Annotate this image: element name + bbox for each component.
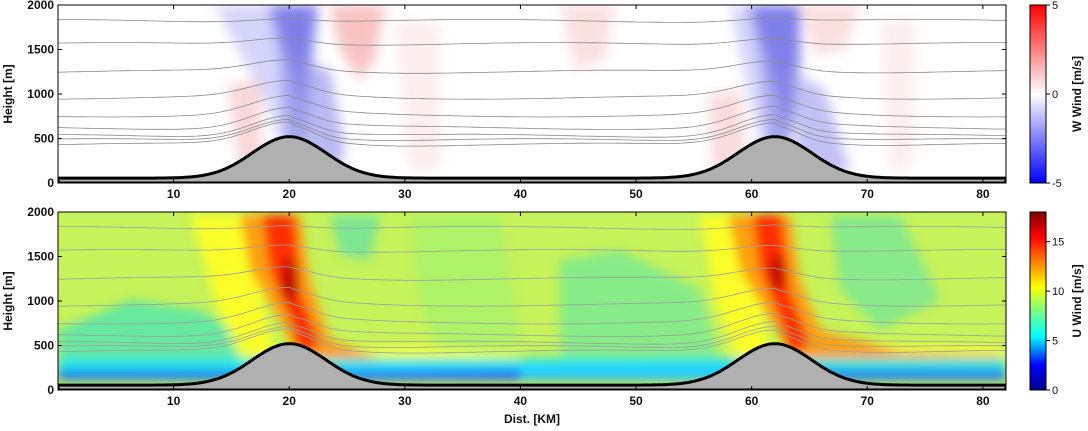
- w-plot-background: [58, 5, 1006, 183]
- u-xtick-label: 10: [167, 394, 181, 408]
- u-band-teal-4: [330, 215, 380, 260]
- w-xtick-label: 50: [629, 187, 643, 201]
- w-isentrope-line: [58, 114, 1006, 138]
- u-ytick-label: 1500: [27, 250, 54, 264]
- w-isentrope-line: [58, 118, 1006, 141]
- u-isentrope-line: [58, 286, 1006, 307]
- u-field: [58, 215, 1006, 390]
- w-isentrope-line: [58, 94, 1006, 118]
- u-surface-blue-valley: [330, 370, 520, 380]
- u-colorbar-tick-label: 15: [1052, 237, 1064, 249]
- w-colorbar-gradient: [1029, 4, 1047, 184]
- u-axis-ticks: 10 20 30 40 50 60 70 80 0 500 1000 1500 2000: [27, 205, 1006, 408]
- w-ytick-label: 500: [34, 132, 54, 146]
- w-downdraft-2-halo: [730, 5, 795, 178]
- u-isentrope-line: [58, 244, 1006, 253]
- u-xtick-label: 20: [283, 394, 297, 408]
- w-ytick-label: 0: [47, 176, 54, 190]
- w-updraft-1: [330, 5, 385, 80]
- w-isentrope-line: [58, 37, 1006, 46]
- w-isentrope-line: [58, 105, 1006, 130]
- w-colorbar-tick-label: 0: [1052, 89, 1058, 101]
- w-xtick-label: 30: [398, 187, 412, 201]
- u-ylabel: Height [m]: [1, 271, 15, 330]
- w-ytick-label: 1500: [27, 43, 54, 57]
- u-xlabel: Dist. [KM]: [504, 412, 560, 426]
- u-xtick-label: 50: [629, 394, 643, 408]
- u-wind-panel: 10 20 30 40 50 60 70 80 0 500 1000 1500 2000 Height …: [1, 205, 1007, 426]
- w-colorbar: 5 0 -5 W Wind [m/s]: [1029, 0, 1084, 190]
- u-xtick-label: 40: [514, 394, 528, 408]
- u-isentrope-line: [58, 328, 1006, 354]
- u-colorbar-tick-label: 10: [1052, 286, 1064, 298]
- w-isentrope-line: [58, 79, 1006, 100]
- w-ytick-label: 1000: [27, 87, 54, 101]
- w-isentrope-line: [58, 17, 1006, 23]
- w-field: [58, 5, 1006, 183]
- u-colorbar-tick-label: 5: [1052, 336, 1058, 348]
- w-colorbar-ticks: 5 0 -5: [1046, 0, 1062, 190]
- w-wind-panel: 10 20 30 40 50 60 70 80 0 500 1000 1500 2000 Height …: [1, 0, 1007, 201]
- u-colorbar-tick-label: 0: [1052, 385, 1058, 397]
- w-updraft-5: [708, 90, 748, 170]
- u-core-dark-1: [281, 258, 299, 302]
- u-xtick-label: 70: [861, 394, 875, 408]
- w-isentropes: [58, 17, 1006, 147]
- u-xtick-label: 60: [745, 394, 759, 408]
- w-updraft-4: [800, 5, 860, 55]
- w-updraft-6: [395, 20, 440, 170]
- w-xtick-label: 10: [167, 187, 181, 201]
- u-isentrope-line: [58, 312, 1006, 337]
- w-xtick-label: 70: [861, 187, 875, 201]
- u-terrain: [58, 342, 1006, 390]
- w-xtick-label: 20: [283, 187, 297, 201]
- w-isentrope-line: [58, 121, 1006, 147]
- u-band-teal-3: [830, 215, 940, 330]
- u-isentrope-line: [58, 266, 1006, 281]
- u-colorbar: 15 10 5 0 U Wind [m/s]: [1029, 211, 1084, 397]
- w-terrain: [58, 135, 1006, 183]
- w-colorbar-tick-label: 5: [1052, 0, 1058, 12]
- w-colorbar-label: W Wind [m/s]: [1070, 56, 1084, 132]
- w-axis-ticks: 10 20 30 40 50 60 70 80 0 500 1000 1500 2000: [27, 0, 1006, 201]
- u-ytick-label: 2000: [27, 205, 54, 219]
- w-ylabel: Height [m]: [1, 64, 15, 123]
- u-ytick-label: 0: [47, 383, 54, 397]
- w-xtick-label: 40: [514, 187, 528, 201]
- w-xtick-label: 60: [745, 187, 759, 201]
- u-xtick-label: 30: [398, 394, 412, 408]
- u-colorbar-ticks: 15 10 5 0: [1046, 237, 1064, 397]
- u-colorbar-label: U Wind [m/s]: [1070, 264, 1084, 337]
- u-ytick-label: 1000: [27, 294, 54, 308]
- u-isentrope-line: [58, 301, 1006, 325]
- u-colorbar-gradient: [1029, 211, 1047, 391]
- w-colorbar-tick-label: -5: [1052, 178, 1062, 190]
- u-isentrope-line: [58, 325, 1006, 348]
- u-core-dark-2: [770, 254, 786, 290]
- w-ytick-label: 2000: [27, 0, 54, 12]
- u-isentropes: [58, 224, 1006, 354]
- u-xtick-label: 80: [976, 394, 990, 408]
- w-isentrope-line: [58, 59, 1006, 74]
- w-xtick-label: 80: [976, 187, 990, 201]
- u-ytick-label: 500: [34, 339, 54, 353]
- u-isentrope-line: [58, 224, 1006, 230]
- u-isentrope-line: [58, 321, 1006, 345]
